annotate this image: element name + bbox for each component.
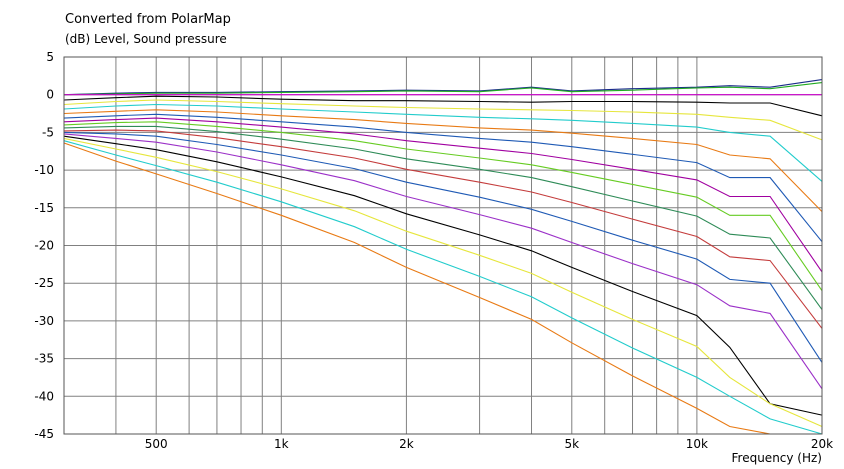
plot-frame: [63, 56, 823, 435]
series-line-17: [63, 140, 823, 435]
series-line-14: [63, 133, 823, 390]
y-axis-label: (dB) Level, Sound pressure: [65, 32, 227, 46]
series-line-11: [63, 125, 823, 310]
y-tick-label: -20: [34, 239, 54, 253]
series-line-4: [63, 95, 823, 117]
x-tick-label: 10k: [686, 437, 708, 451]
y-tick-label: -35: [34, 352, 54, 366]
y-tick-label: -5: [42, 125, 54, 139]
x-tick-label: 5k: [564, 437, 579, 451]
y-tick-label: -15: [34, 201, 54, 215]
x-tick-label: 1k: [274, 437, 289, 451]
series-line-9: [63, 117, 823, 273]
series-line-13: [63, 131, 823, 363]
series-line-5: [63, 99, 823, 141]
series-line-15: [63, 135, 823, 416]
y-tick-label: -10: [34, 163, 54, 177]
series-line-12: [63, 129, 823, 329]
series-line-16: [63, 137, 823, 428]
x-axis-label: Frequency (Hz): [731, 451, 823, 465]
series-line-8: [63, 113, 823, 243]
series-line-1: [63, 79, 823, 96]
y-tick-label: -45: [34, 427, 54, 441]
y-tick-label: -30: [34, 314, 54, 328]
series-line-10: [63, 121, 823, 292]
series-line-6: [63, 103, 823, 182]
x-tick-label: 500: [145, 437, 168, 451]
x-tick-label: 20k: [811, 437, 833, 451]
y-tick-label: 5: [46, 50, 54, 64]
y-tick-label: -25: [34, 276, 54, 290]
series-line-7: [63, 109, 823, 212]
y-tick-label: 0: [46, 88, 54, 102]
series-line-2: [63, 82, 823, 96]
y-tick-label: -40: [34, 389, 54, 403]
series-line-18: [63, 142, 822, 435]
chart-title: Converted from PolarMap: [65, 12, 231, 27]
x-tick-label: 2k: [399, 437, 414, 451]
